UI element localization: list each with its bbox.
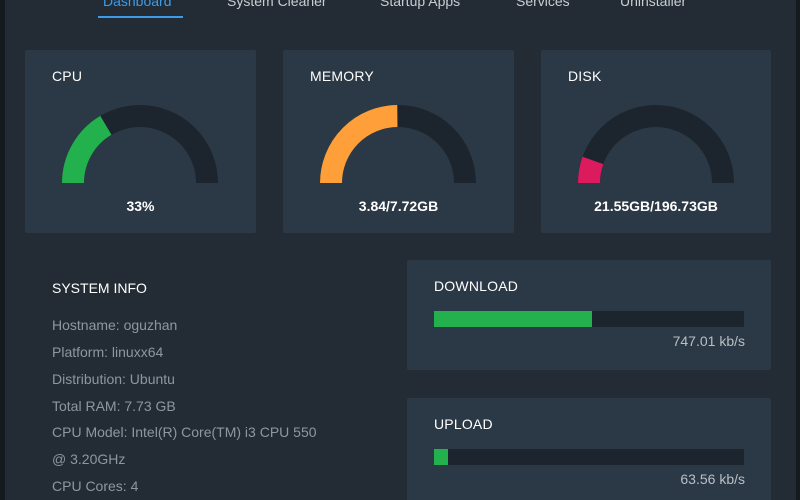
upload-card: UPLOAD 63.56 kb/s — [407, 398, 771, 500]
download-rate: 747.01 kb/s — [672, 333, 745, 349]
cpu-gauge-fill — [62, 115, 112, 184]
upload-rate: 63.56 kb/s — [680, 471, 745, 487]
download-bar-fill — [434, 311, 593, 327]
cpu-gauge — [62, 105, 218, 184]
memory-card: MEMORY 3.84/7.72GB — [283, 50, 514, 233]
system-info-cpu-cores: CPU Cores: 4 — [52, 478, 139, 494]
app-window: Dashboard System Cleaner Startup Apps Se… — [5, 0, 796, 500]
memory-gauge — [320, 105, 476, 184]
system-info-distribution: Distribution: Ubuntu — [52, 371, 175, 387]
disk-value: 21.55GB/196.73GB — [594, 198, 718, 214]
tab-startup-apps[interactable]: Startup Apps — [380, 0, 461, 9]
disk-title: DISK — [568, 68, 602, 84]
upload-title: UPLOAD — [434, 416, 493, 432]
system-info-platform: Platform: linuxx64 — [52, 344, 164, 360]
system-info-cpu-model: CPU Model: Intel(R) Core(TM) i3 CPU 550 — [52, 424, 317, 440]
system-info-cpu-speed: @ 3.20GHz — [52, 451, 126, 467]
tab-uninstaller[interactable]: Uninstaller — [620, 0, 687, 9]
download-card: DOWNLOAD 747.01 kb/s — [407, 260, 771, 370]
upload-bar-fill — [434, 449, 448, 465]
system-info-title: SYSTEM INFO — [52, 280, 147, 296]
cpu-value: 33% — [126, 198, 155, 214]
tab-system-cleaner[interactable]: System Cleaner — [227, 0, 327, 9]
memory-title: MEMORY — [310, 68, 374, 84]
memory-gauge-fill — [320, 105, 398, 184]
system-info-total-ram: Total RAM: 7.73 GB — [52, 398, 176, 414]
active-tab-indicator — [98, 16, 183, 18]
memory-value: 3.84/7.72GB — [358, 198, 439, 214]
disk-gauge-fill — [578, 156, 604, 184]
disk-gauge-track — [578, 105, 734, 184]
disk-gauge — [578, 105, 734, 184]
upload-bar-track — [434, 449, 744, 465]
cpu-card: CPU 33% — [25, 50, 256, 233]
tab-dashboard[interactable]: Dashboard — [103, 0, 172, 9]
download-bar-track — [434, 311, 744, 327]
disk-card: DISK 21.55GB/196.73GB — [541, 50, 771, 233]
tab-services[interactable]: Services — [516, 0, 570, 9]
system-info-hostname: Hostname: oguzhan — [52, 317, 178, 333]
download-title: DOWNLOAD — [434, 278, 519, 294]
tab-bar: Dashboard System Cleaner Startup Apps Se… — [5, 0, 796, 20]
cpu-title: CPU — [52, 68, 83, 84]
